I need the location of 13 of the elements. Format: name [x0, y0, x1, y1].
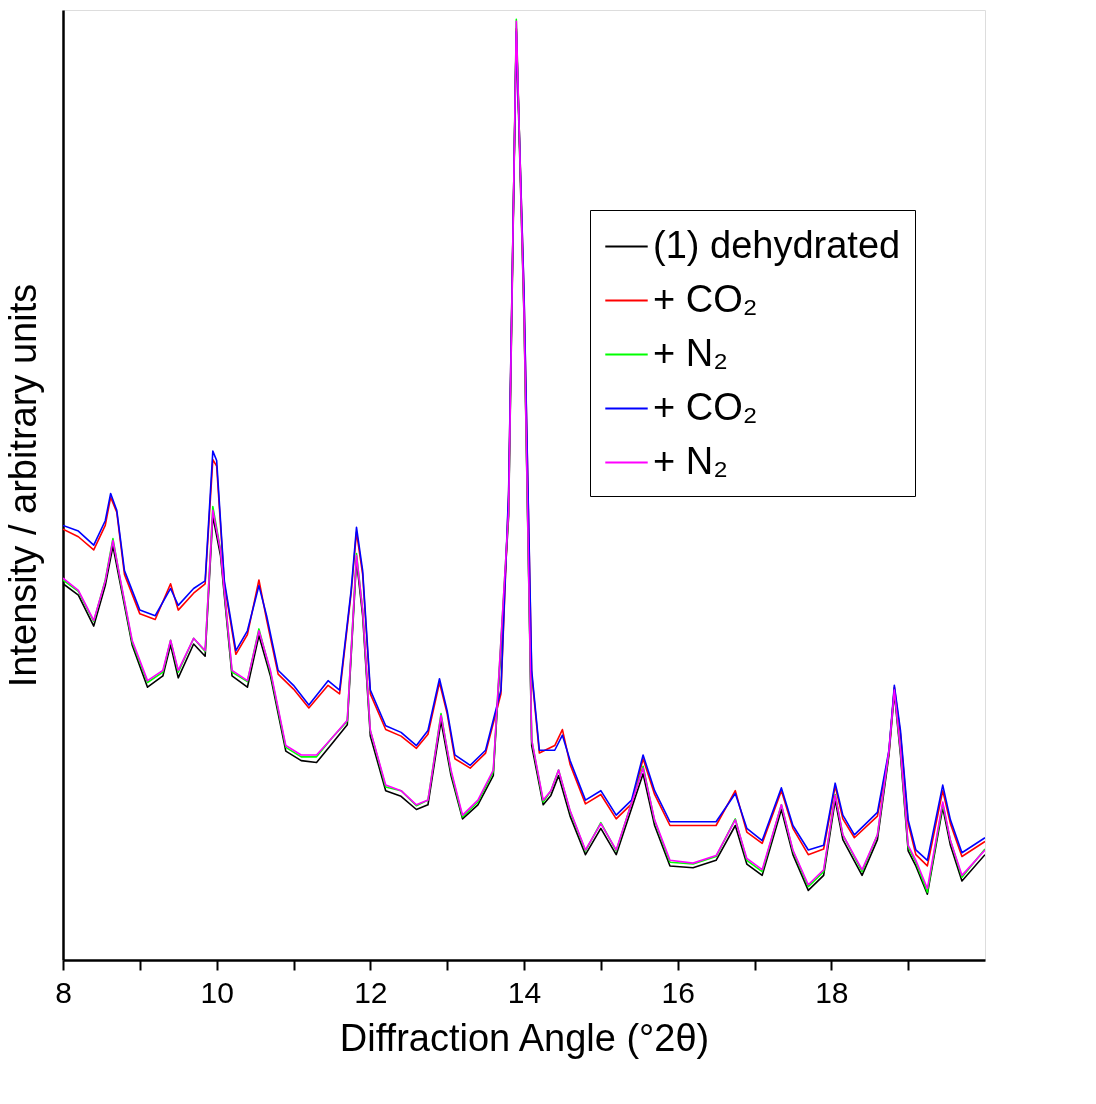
x-tick-label: 16	[661, 975, 695, 1009]
legend-label: + N₂	[653, 331, 728, 374]
x-tick-label: 12	[354, 975, 388, 1009]
x-tick-label: 10	[200, 975, 234, 1009]
legend-label: + CO₂	[653, 277, 758, 320]
y-axis-title: Intensity / arbitrary units	[1, 283, 44, 688]
x-tick-label: 18	[815, 975, 849, 1009]
x-tick-label: 14	[507, 975, 542, 1009]
legend-label: (1) dehydrated	[653, 223, 901, 266]
x-tick-label: 8	[55, 975, 72, 1009]
legend-label: + CO₂	[653, 385, 758, 428]
legend-label: + N₂	[653, 439, 728, 482]
x-axis-title: Diffraction Angle (°2θ)	[339, 1016, 710, 1059]
